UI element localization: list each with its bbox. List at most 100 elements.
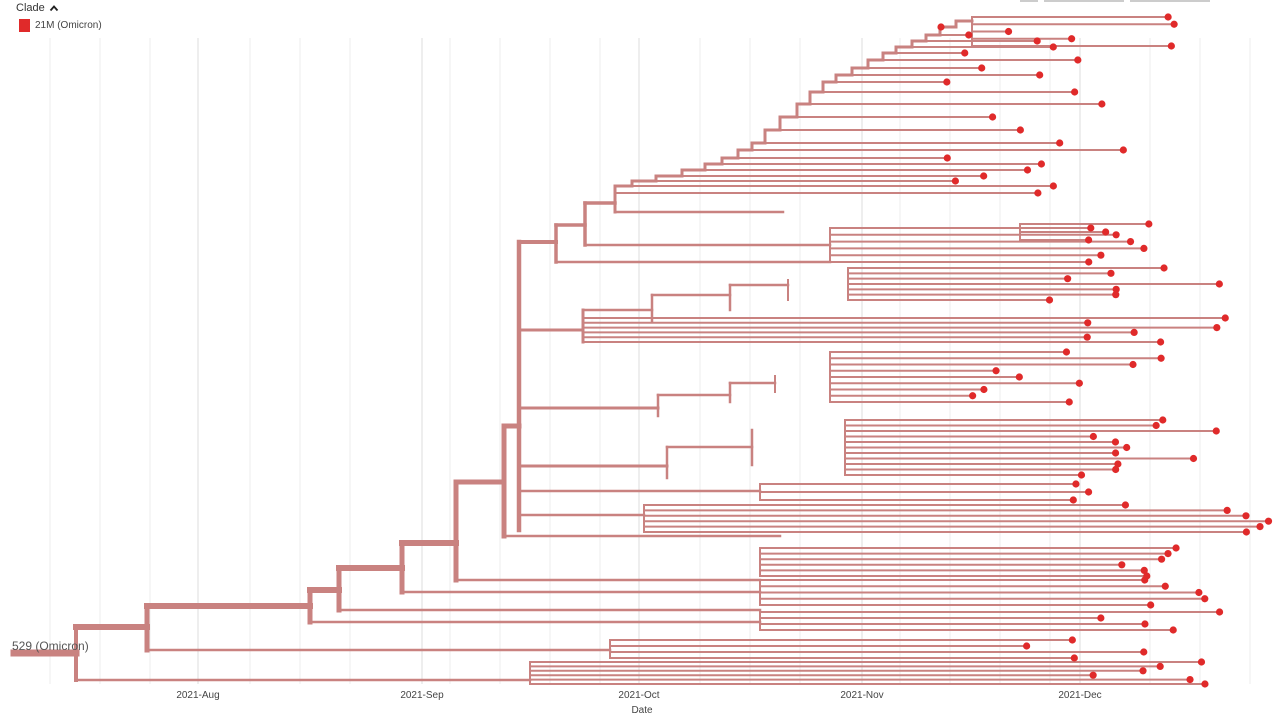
tree-tip <box>1145 220 1153 228</box>
chevron-up-icon[interactable] <box>49 4 59 12</box>
tree-tip <box>1016 126 1024 134</box>
tree-tip <box>1156 662 1164 671</box>
tree-tip <box>1223 506 1231 514</box>
tree-tip <box>1112 465 1120 474</box>
tree-tip <box>1189 454 1198 463</box>
tree-tip <box>1023 642 1031 650</box>
x-axis-title: Date <box>631 705 653 716</box>
tree-tip <box>1141 620 1149 628</box>
tree-tip <box>1097 614 1105 622</box>
tree-tip <box>1264 517 1273 525</box>
tree-tip <box>1215 608 1224 616</box>
tree-tip <box>1164 13 1172 21</box>
tree-tip <box>943 154 951 162</box>
tree-tip <box>1213 324 1221 332</box>
tree-tip <box>1161 582 1169 590</box>
tree-tip <box>969 392 977 400</box>
tree-tip <box>1077 471 1086 479</box>
tree-tip <box>1069 496 1077 504</box>
tree-tip <box>1221 314 1229 322</box>
tree-tip <box>1164 550 1172 558</box>
tree-tip <box>978 64 986 72</box>
tree-tip <box>1071 88 1079 96</box>
tree-tip <box>1049 182 1057 190</box>
tree-tip <box>1075 379 1083 387</box>
tree-tip <box>1119 146 1127 154</box>
tree-tip <box>1147 601 1155 609</box>
tree-tip <box>1170 20 1178 28</box>
tree-branches <box>10 16 1270 685</box>
tree-tip <box>1036 71 1044 79</box>
tree-tip <box>1015 373 1023 381</box>
tree-tip <box>1097 251 1105 259</box>
tree-tip <box>1242 528 1250 536</box>
tree-tip <box>1033 37 1041 45</box>
tree-tips[interactable] <box>937 13 1273 688</box>
tree-tip <box>1212 427 1220 435</box>
tree-tip <box>1084 319 1092 327</box>
tree-tip <box>980 172 988 180</box>
tree-tip <box>1062 348 1071 356</box>
tree-tip <box>1169 626 1177 634</box>
tree-tip <box>980 385 988 394</box>
tree-tip <box>1140 566 1148 575</box>
tree-tip <box>1112 285 1120 293</box>
tree-tip <box>1118 561 1126 569</box>
tree-tip <box>1130 328 1138 336</box>
tree-tip <box>1201 680 1209 688</box>
tree-tip <box>1156 338 1165 346</box>
tree-tip <box>1140 648 1148 656</box>
tree-tip <box>965 31 973 39</box>
legend-header[interactable]: Clade <box>16 2 59 14</box>
legend-title: Clade <box>16 2 45 14</box>
x-tick-oct: 2021-Oct <box>618 690 660 701</box>
tree-tip <box>1242 512 1250 520</box>
tree-tip <box>1112 291 1120 299</box>
tree-tip <box>961 49 969 57</box>
tree-tip <box>992 367 1000 375</box>
legend-item-label: 21M (Omicron) <box>35 20 102 31</box>
tree-tip <box>943 78 951 86</box>
tree-tip <box>1112 231 1120 239</box>
tree-tip <box>1197 658 1206 666</box>
tree-tip <box>1102 228 1110 236</box>
tree-tip <box>1089 432 1097 441</box>
tree-tip <box>1068 35 1076 43</box>
tree-tip <box>1089 671 1097 679</box>
tree-tip <box>1140 244 1148 252</box>
tree-tip <box>1215 280 1223 288</box>
tree-tip <box>1045 296 1054 304</box>
tree-tip <box>1064 275 1072 283</box>
tree-tip <box>1160 264 1168 272</box>
x-tick-nov: 2021-Nov <box>840 690 884 701</box>
tree-tip <box>1152 421 1160 430</box>
tree-tip <box>1083 333 1091 341</box>
x-tick-dec: 2021-Dec <box>1058 690 1102 701</box>
tree-tip <box>1159 416 1167 424</box>
tree-tip <box>1139 667 1147 675</box>
tree-tip <box>1111 438 1120 446</box>
tree-tip <box>1034 189 1042 197</box>
tree-tip <box>1114 460 1122 468</box>
tree-tip <box>1068 636 1076 644</box>
tree-tip <box>1107 269 1115 277</box>
tree-tip <box>1085 236 1093 244</box>
x-tick-aug: 2021-Aug <box>176 690 220 701</box>
tree-tip <box>1085 258 1093 266</box>
tree-tip <box>1049 43 1057 51</box>
legend-item-21m[interactable]: 21M (Omicron) <box>19 19 102 32</box>
tree-tip <box>1201 595 1209 603</box>
root-clade-label: 529 (Omicron) <box>12 639 89 653</box>
tree-tip <box>988 113 997 121</box>
tree-tip <box>1056 139 1064 147</box>
tree-tip <box>1157 354 1165 362</box>
x-tick-sep: 2021-Sep <box>400 690 444 701</box>
tree-tip <box>1157 555 1166 563</box>
tree-tip <box>1087 224 1095 232</box>
tree-tip <box>1084 488 1093 496</box>
time-gridlines <box>49 38 1251 684</box>
tree-tip <box>1072 480 1080 488</box>
tree-tip <box>1098 100 1106 108</box>
tree-tip <box>1065 398 1073 406</box>
